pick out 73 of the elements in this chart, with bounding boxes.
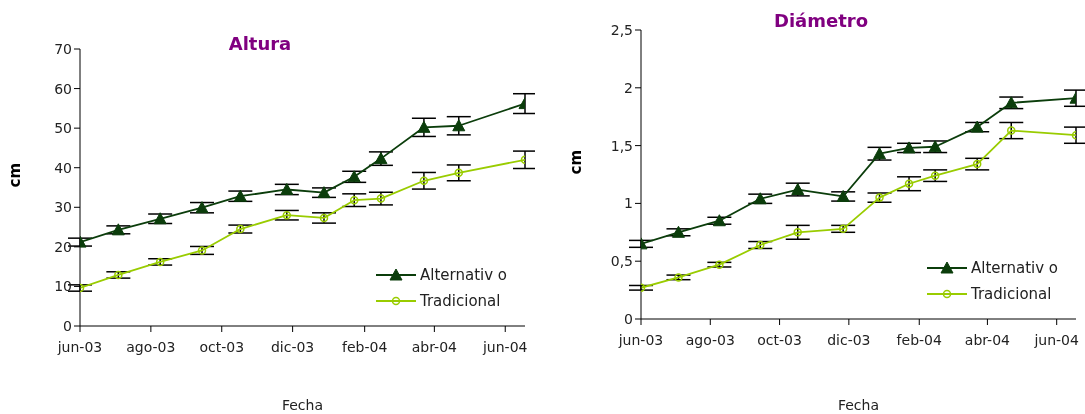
- x-tick-label: jun-04: [481, 338, 528, 355]
- x-tick-label: feb-04: [896, 331, 942, 348]
- point: [756, 240, 765, 250]
- y-axis-title: cm: [6, 162, 25, 188]
- point: [319, 213, 329, 223]
- y-tick-label: 0: [63, 317, 72, 334]
- point: [836, 189, 850, 202]
- point: [347, 170, 361, 183]
- point: [838, 224, 848, 234]
- x-tick-label: jun-04: [1033, 331, 1080, 348]
- point: [904, 179, 914, 188]
- point: [1004, 96, 1018, 109]
- point: [454, 168, 464, 178]
- point: [233, 189, 247, 202]
- legend-label: Alternativ o: [419, 266, 507, 284]
- point: [153, 212, 167, 225]
- x-axis-title: Fecha: [837, 397, 880, 413]
- y-tick-label: 10: [54, 278, 72, 295]
- point: [1007, 126, 1016, 135]
- y-tick-label: 50: [54, 120, 72, 137]
- y-tick-label: 60: [54, 80, 72, 97]
- point: [280, 182, 294, 195]
- chart-title: Altura: [228, 33, 292, 54]
- point: [793, 228, 802, 237]
- y-tick-label: 70: [54, 40, 72, 57]
- legend-label: Tradicional: [419, 292, 501, 310]
- point: [197, 246, 207, 255]
- point: [753, 192, 767, 205]
- point: [195, 201, 209, 214]
- y-tick-label: 2,5: [610, 21, 633, 38]
- x-axis-title: Fecha: [281, 397, 324, 413]
- point: [376, 194, 386, 203]
- x-tick-label: ago-03: [126, 338, 176, 355]
- y-tick-label: 30: [54, 199, 72, 216]
- point: [930, 171, 940, 180]
- y-tick-label: 0,5: [610, 253, 633, 270]
- point: [671, 225, 685, 238]
- point: [970, 120, 984, 133]
- x-tick-label: abr-04: [964, 331, 1011, 348]
- x-tick-label: jun-03: [56, 338, 103, 355]
- point: [374, 152, 388, 165]
- point: [349, 195, 359, 205]
- point: [317, 186, 331, 199]
- y-tick-label: 1,5: [610, 137, 633, 154]
- legend-label: Alternativ o: [970, 259, 1058, 277]
- point: [972, 159, 982, 169]
- x-tick-label: dic-03: [827, 331, 871, 348]
- y-axis-title: cm: [567, 149, 586, 175]
- x-tick-label: jun-03: [617, 331, 664, 348]
- legend-label: Tradicional: [970, 285, 1052, 303]
- x-tick-label: oct-03: [757, 331, 802, 348]
- point: [417, 120, 431, 133]
- point: [111, 223, 125, 236]
- point: [155, 257, 165, 267]
- y-tick-label: 1: [624, 195, 633, 212]
- chart-title: Diámetro: [773, 10, 869, 31]
- y-tick-label: 0: [624, 310, 633, 327]
- x-tick-label: dic-03: [270, 338, 315, 355]
- x-tick-label: feb-04: [342, 338, 388, 355]
- y-tick-label: 40: [54, 159, 72, 176]
- y-tick-label: 20: [54, 238, 72, 255]
- point: [873, 147, 887, 160]
- point: [419, 176, 429, 186]
- point: [712, 214, 726, 227]
- point: [452, 119, 466, 132]
- y-tick-label: 2: [624, 79, 633, 96]
- point: [282, 210, 292, 220]
- point: [928, 140, 942, 153]
- x-tick-label: abr-04: [411, 338, 458, 355]
- point: [791, 183, 805, 196]
- x-tick-label: oct-03: [199, 338, 245, 355]
- x-tick-label: ago-03: [685, 331, 735, 348]
- point: [902, 141, 916, 154]
